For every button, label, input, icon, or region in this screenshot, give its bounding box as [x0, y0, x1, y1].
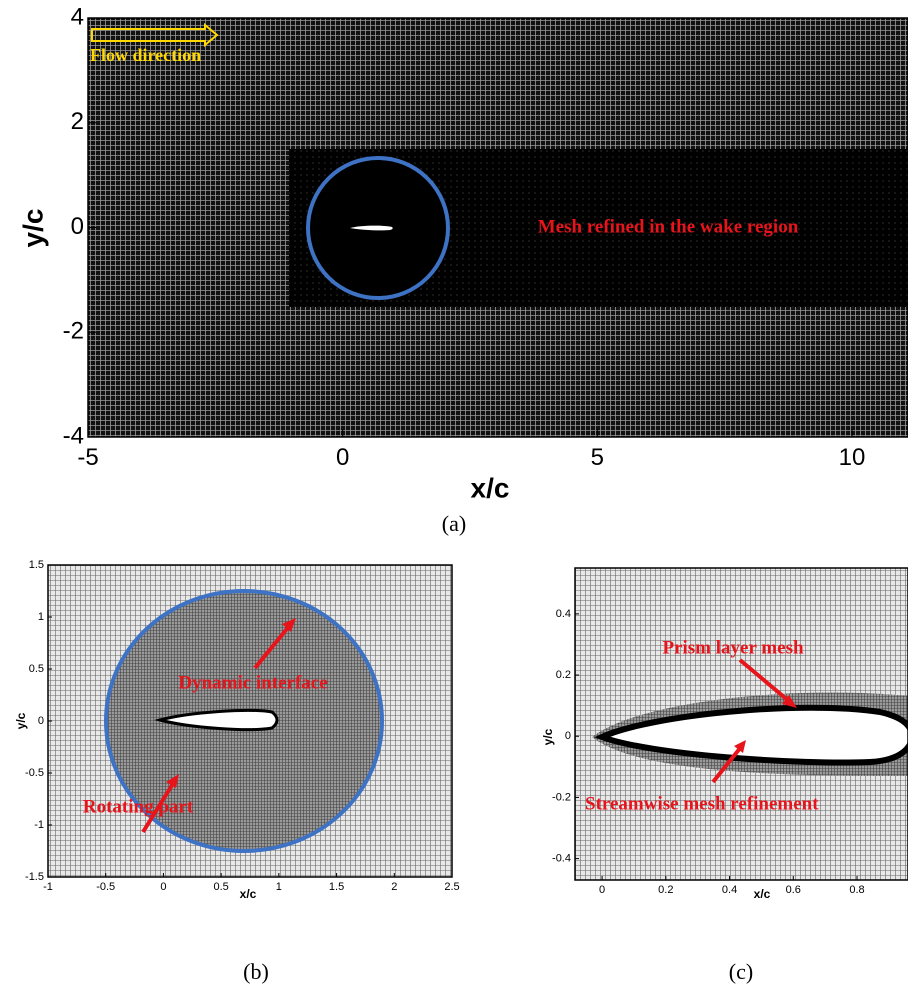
x-tick-label: -1 [43, 881, 53, 893]
y-tick-label: -2 [63, 318, 84, 345]
y-tick-label: 0 [71, 213, 84, 240]
x-axis-label: x/c [240, 887, 257, 901]
annotation: Flow direction [90, 45, 201, 65]
caption: (c) [729, 959, 753, 984]
annotation: Mesh refined in the wake region [538, 216, 799, 237]
airfoil [350, 225, 393, 231]
arrow-head [782, 695, 797, 708]
arrow [141, 780, 176, 834]
arrow-head [734, 740, 746, 753]
y-tick-label: 2 [71, 108, 84, 135]
x-tick-label: 0 [599, 884, 605, 896]
y-tick-label: 1 [38, 611, 44, 623]
y-axis-label: y/c [17, 209, 48, 248]
x-tick-label: 10 [839, 444, 866, 471]
y-tick-label: 1.5 [29, 559, 44, 571]
panel-c [575, 568, 908, 880]
x-tick-label: 0 [160, 881, 166, 893]
panel-b [48, 565, 452, 877]
y-axis-label: y/c [14, 712, 28, 729]
x-tick-label: 0.4 [722, 884, 737, 896]
x-tick-label: -5 [77, 444, 98, 471]
x-tick-label: 5 [591, 444, 604, 471]
x-tick-label: 1 [276, 881, 282, 893]
x-tick-label: 0.8 [849, 884, 864, 896]
arrow [253, 623, 292, 670]
y-tick-label: -1 [34, 819, 44, 831]
arrow-head [166, 774, 179, 788]
y-tick-label: -0.5 [25, 767, 44, 779]
flow-arrow [91, 22, 219, 48]
caption: (b) [243, 959, 269, 984]
annotation: Rotating part [83, 796, 194, 817]
x-tick-label: 0.6 [786, 884, 801, 896]
y-tick-label: -1.5 [25, 871, 44, 883]
arrow [738, 658, 792, 704]
y-tick-label: -0.4 [552, 852, 571, 864]
y-axis-label: y/c [541, 728, 555, 745]
panel-a [88, 18, 908, 437]
y-tick-label: 0.2 [556, 669, 571, 681]
airfoil [154, 708, 279, 732]
x-axis-label: x/c [754, 887, 771, 901]
y-tick-label: 4 [71, 3, 84, 30]
y-tick-label: 0.5 [29, 663, 44, 675]
annotation: Prism layer mesh [662, 637, 803, 658]
x-tick-label: 0.5 [213, 881, 228, 893]
y-tick-label: 0 [565, 730, 571, 742]
caption: (a) [442, 511, 466, 536]
arrow [711, 745, 743, 784]
x-tick-label: 2 [391, 881, 397, 893]
annotation: Dynamic interface [178, 672, 327, 693]
y-tick-label: -4 [63, 422, 84, 449]
plot-frame [574, 567, 908, 881]
x-axis-label: x/c [471, 472, 510, 503]
y-tick-label: 0 [38, 715, 44, 727]
y-tick-label: -0.2 [552, 791, 571, 803]
x-tick-label: 0 [336, 444, 349, 471]
x-tick-label: -0.5 [96, 881, 115, 893]
x-tick-label: 1.5 [329, 881, 344, 893]
annotation: Streamwise mesh refinement [585, 793, 819, 814]
y-tick-label: 0.4 [556, 608, 571, 620]
x-tick-label: 2.5 [444, 881, 459, 893]
x-tick-label: 0.2 [658, 884, 673, 896]
arrow-head [282, 618, 296, 632]
